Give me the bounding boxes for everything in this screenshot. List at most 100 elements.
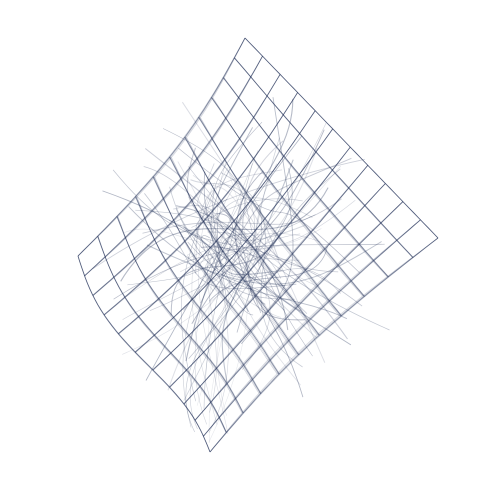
grid-line-horizontal: [224, 77, 388, 277]
tangle-curve: [168, 219, 318, 339]
tangle-curve: [242, 163, 278, 370]
grid-line-horizontal: [211, 97, 365, 297]
grid-line-horizontal: [244, 37, 439, 239]
tangle-curve: [215, 213, 301, 312]
tangle-curve: [144, 193, 297, 289]
grid-line-vertical: [92, 74, 281, 297]
grid-line-vertical: [103, 92, 298, 316]
grid-line-vertical: [84, 55, 263, 277]
tangle-curve: [124, 228, 322, 251]
tangle-curve: [180, 199, 356, 273]
grid-line-vertical: [134, 128, 334, 353]
tangle-curve: [183, 157, 352, 311]
grid-line-horizontal: [134, 196, 262, 394]
tangle-curve: [167, 147, 318, 391]
tangle-curve: [135, 209, 390, 331]
tangle-strand: [208, 160, 229, 433]
tangle-curve: [195, 198, 228, 294]
grid-line-vertical: [209, 237, 439, 453]
grid-line-vertical: [84, 56, 263, 277]
grid-line-horizontal: [97, 236, 227, 433]
grid-line-vertical: [118, 110, 316, 335]
grid-line-horizontal: [186, 137, 318, 335]
grid-line-vertical: [135, 128, 333, 352]
grid-line-horizontal: [210, 97, 366, 297]
grid-line-vertical: [209, 237, 439, 453]
tangle-curve: [203, 171, 304, 398]
grid-line-vertical: [183, 183, 386, 405]
tangle-curve: [188, 168, 341, 359]
grid-line-horizontal: [171, 157, 297, 355]
tangle-curve: [170, 231, 282, 316]
tangle-curve: [149, 233, 301, 311]
tangle-curve: [183, 226, 282, 276]
tangle-curve: [200, 233, 253, 304]
grid-line-horizontal: [244, 37, 439, 239]
grid-line-vertical: [194, 201, 404, 421]
grid-line-horizontal: [211, 97, 364, 297]
tangle-curve: [169, 186, 286, 287]
grid-line-horizontal: [234, 57, 413, 258]
grid-line-horizontal: [169, 156, 299, 355]
grid-line-horizontal: [200, 117, 340, 316]
tangle-strand: [198, 167, 229, 435]
grid-line-horizontal: [152, 176, 280, 375]
grid-lines-layer: [77, 37, 439, 453]
tangle-curve: [188, 196, 308, 314]
grid-line-vertical: [92, 74, 281, 296]
tangle-curve: [211, 140, 284, 284]
grid-line-horizontal: [183, 136, 321, 336]
grid-line-horizontal: [152, 176, 281, 375]
grid-line-vertical: [84, 56, 263, 277]
grid-line-horizontal: [77, 255, 211, 453]
grid-layer: [77, 37, 439, 453]
grid-line-vertical: [92, 74, 281, 296]
tangle-curve: [185, 98, 294, 362]
grid-line-vertical: [194, 201, 404, 421]
grid-line-horizontal: [234, 57, 413, 258]
tangle-curve: [144, 148, 348, 340]
grid-line-horizontal: [116, 216, 245, 414]
tangle-curve: [92, 158, 365, 270]
tangle-curve: [191, 129, 325, 324]
tangle-strand: [208, 174, 249, 443]
grid-line-horizontal: [77, 255, 211, 453]
tangle-strand: [180, 187, 216, 402]
tangle-strand: [189, 180, 255, 430]
grid-layer: [77, 37, 439, 453]
grid-line-vertical: [92, 74, 281, 296]
tangle-strand: [217, 193, 242, 416]
tangle-curve: [176, 205, 289, 331]
grid-line-vertical: [209, 237, 439, 453]
tangle-curve: [177, 161, 301, 386]
grid-line-vertical: [183, 183, 386, 405]
tangle-curve: [235, 170, 266, 305]
tangle-strand: [207, 182, 238, 413]
grid-line-vertical: [135, 128, 333, 353]
tangle-curve: [102, 190, 352, 346]
grid-line-vertical: [209, 237, 439, 453]
tangle-curve: [191, 198, 303, 228]
tangle-curve: [194, 210, 295, 300]
tangle-curve: [192, 174, 264, 246]
grid-line-vertical: [135, 128, 333, 354]
grid-line-vertical: [77, 37, 246, 257]
tangle-curve: [210, 127, 254, 312]
grid-line-horizontal: [185, 137, 319, 336]
grid-line-vertical: [194, 201, 404, 421]
grid-line-horizontal: [244, 37, 439, 239]
grid-line-vertical: [118, 110, 316, 334]
grid-line-horizontal: [154, 177, 278, 374]
tangle-curve: [112, 169, 363, 307]
grid-line-horizontal: [116, 216, 244, 414]
tangle-strand: [206, 194, 230, 443]
tangle-curve: [175, 208, 285, 311]
grid-line-horizontal: [199, 117, 341, 316]
grid-line-horizontal: [97, 236, 227, 433]
tangle-curve: [143, 166, 339, 273]
tangle-curve: [128, 206, 348, 320]
grid-line-vertical: [183, 183, 386, 405]
grid-line-horizontal: [198, 117, 342, 317]
grid-line-horizontal: [222, 77, 390, 278]
